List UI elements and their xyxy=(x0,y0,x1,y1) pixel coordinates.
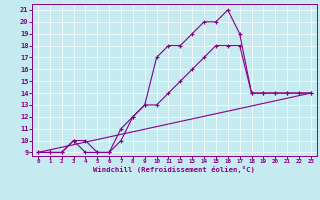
X-axis label: Windchill (Refroidissement éolien,°C): Windchill (Refroidissement éolien,°C) xyxy=(93,166,255,173)
